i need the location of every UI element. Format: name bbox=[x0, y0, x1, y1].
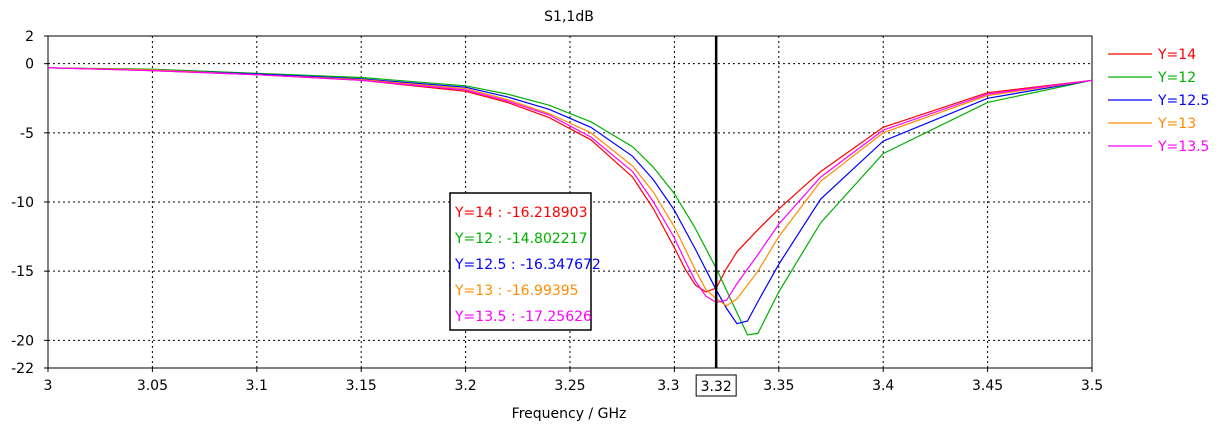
legend-label: Y=13.5 bbox=[1157, 139, 1209, 155]
legend-label: Y=14 bbox=[1157, 47, 1196, 63]
y-tick-label: -10 bbox=[11, 195, 34, 211]
x-axis-ticks: 3 3.05 3.1 3.15 3.2 3.25 3.3 3.35 3.4 3.45 3.5 bbox=[44, 368, 1103, 394]
marker-value-entry: Y=12 : -14.802217 bbox=[454, 231, 587, 247]
series-line bbox=[47, 67, 1093, 325]
marker-value-entry: Y=12.5 : -16.347672 bbox=[454, 257, 601, 273]
frequency-marker-box bbox=[695, 374, 737, 397]
x-tick-label: 3.35 bbox=[763, 378, 794, 394]
y-axis-ticks: 2 0 -5 -10 -15 -20 -22 bbox=[11, 29, 48, 377]
x-tick-label: 3 bbox=[44, 378, 53, 394]
x-tick-label: 3.15 bbox=[346, 378, 377, 394]
x-tick-label: 3.3 bbox=[657, 378, 679, 394]
series-line bbox=[47, 67, 1093, 293]
series-lines bbox=[47, 67, 1093, 336]
marker-value-box: Y=14 : -16.218903 Y=12 : -14.802217 Y=12.5… bbox=[449, 192, 601, 331]
x-tick-label: 3.1 bbox=[246, 378, 268, 394]
x-axis-title: Frequency / GHz bbox=[512, 406, 627, 422]
legend-label: Y=12 bbox=[1157, 70, 1196, 86]
y-tick-label: 2 bbox=[25, 29, 34, 45]
marker-value-entry: Y=13 : -16.99395 bbox=[454, 283, 579, 299]
y-tick-label: -5 bbox=[20, 126, 34, 142]
marker-value-box-frame bbox=[449, 192, 592, 331]
x-tick-label: 3.2 bbox=[454, 378, 476, 394]
marker-value-entry: Y=13.5 : -17.25626 bbox=[454, 309, 592, 325]
y-tick-label: -22 bbox=[11, 361, 34, 377]
y-tick-label: -15 bbox=[11, 264, 34, 280]
series-line bbox=[47, 67, 1093, 304]
legend-label: Y=13 bbox=[1157, 116, 1196, 132]
legend-label: Y=12.5 bbox=[1157, 93, 1209, 109]
x-tick-label: 3.25 bbox=[554, 378, 585, 394]
frequency-marker-label: 3.32 bbox=[701, 379, 732, 395]
x-tick-label: 3.45 bbox=[972, 378, 1003, 394]
legend: Y=14 Y=12 Y=12.5 Y=13 Y=13.5 bbox=[1108, 47, 1209, 155]
chart-title: S1,1dB bbox=[544, 9, 594, 25]
marker-value-entry: Y=14 : -16.218903 bbox=[454, 205, 587, 221]
series-line bbox=[47, 67, 1093, 307]
x-tick-label: 3.4 bbox=[872, 378, 894, 394]
series-line bbox=[47, 67, 1093, 336]
y-tick-label: -20 bbox=[11, 333, 34, 349]
x-tick-label: 3.5 bbox=[1081, 378, 1103, 394]
x-tick-label: 3.05 bbox=[137, 378, 168, 394]
y-tick-label: 0 bbox=[25, 57, 34, 73]
